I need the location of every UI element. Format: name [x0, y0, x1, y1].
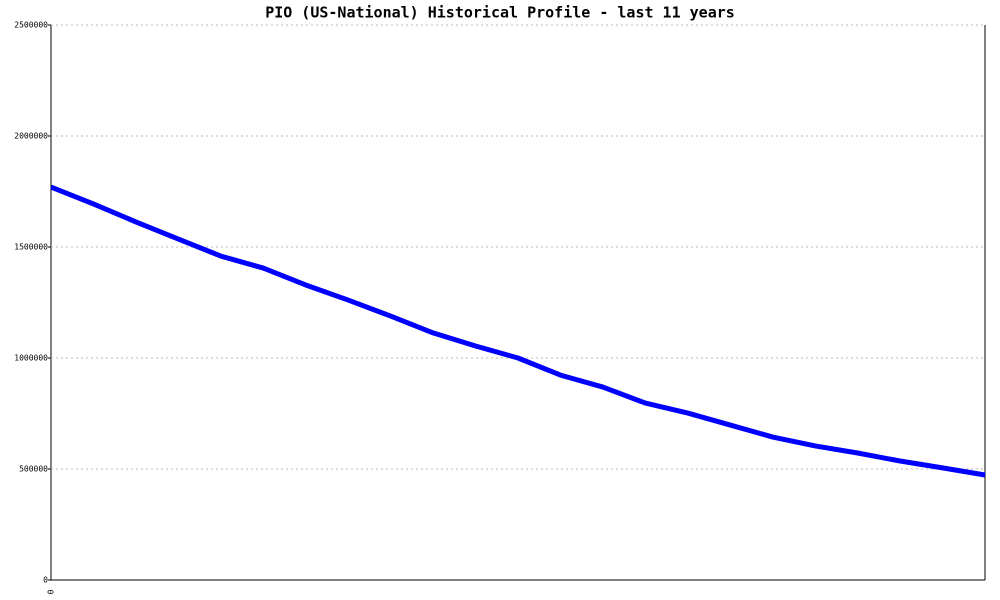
- y-tick-label: 1500000: [14, 243, 48, 252]
- y-tick-label: 2500000: [14, 21, 48, 30]
- y-tick-label: 2000000: [14, 132, 48, 141]
- chart-title: PIO (US-National) Historical Profile - l…: [265, 4, 735, 22]
- y-tick-label: 500000: [19, 465, 48, 474]
- y-tick-label: 1000000: [14, 354, 48, 363]
- y-tick-label: 0: [43, 576, 48, 585]
- data-line: [50, 184, 986, 478]
- x-tick-label: 0: [47, 589, 56, 594]
